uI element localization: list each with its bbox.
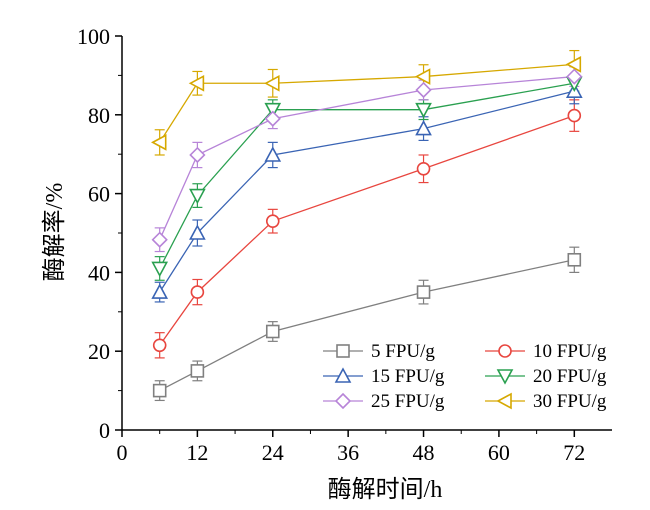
- data-point: [151, 134, 167, 151]
- data-point: [414, 68, 431, 85]
- data-point: [189, 188, 206, 205]
- legend: 5 FPU/g 10 FPU/g 15 FPU/g 20 FPU/g 25 FPU/g 3…: [323, 341, 607, 412]
- data-point: [151, 283, 169, 299]
- axes: 0 12 24 36 48 60 72 0 20 40 60 80 100: [77, 24, 612, 465]
- y-axis-title: 酶解率/%: [41, 183, 68, 282]
- data-point: [265, 214, 280, 228]
- x-axis-title: 酶解时间/h: [328, 476, 443, 503]
- data-point: [416, 285, 431, 299]
- legend-label: 10 FPU/g: [533, 341, 607, 362]
- legend-marker: [496, 369, 514, 385]
- series-line-2: [159, 90, 575, 293]
- y-tick-label: 40: [88, 260, 110, 285]
- x-tick-label: 12: [186, 440, 208, 465]
- legend-label: 25 FPU/g: [371, 391, 445, 412]
- data-point: [264, 146, 282, 162]
- series-markers: [151, 56, 583, 398]
- x-tick-label: 60: [488, 440, 510, 465]
- data-point: [415, 119, 432, 136]
- x-tick-label: 36: [337, 440, 359, 465]
- y-tick-label: 60: [88, 182, 110, 207]
- series-line-4: [159, 75, 575, 240]
- series-lines: [159, 63, 575, 392]
- data-point: [415, 81, 432, 99]
- legend-marker: [334, 367, 352, 383]
- data-point: [416, 161, 431, 176]
- x-tick-label: 72: [563, 440, 585, 465]
- data-point: [565, 56, 582, 73]
- legend-marker: [496, 392, 512, 410]
- data-point: [190, 285, 205, 299]
- x-tick-label: 24: [262, 440, 284, 465]
- y-tick-label: 100: [77, 24, 110, 49]
- series-line-1: [159, 114, 575, 346]
- y-tick-label: 0: [99, 418, 110, 443]
- legend-label: 5 FPU/g: [371, 341, 435, 362]
- data-point: [151, 231, 168, 248]
- y-tick-label: 20: [88, 339, 110, 364]
- legend-marker: [498, 344, 512, 358]
- data-point: [264, 74, 280, 92]
- series-line-3: [159, 82, 575, 269]
- data-point: [415, 102, 432, 119]
- series-line-5: [159, 63, 575, 143]
- data-point: [152, 338, 167, 353]
- data-point: [265, 324, 280, 339]
- x-tick-label: 0: [117, 440, 128, 465]
- data-point: [151, 261, 169, 278]
- legend-label: 30 FPU/g: [533, 391, 607, 412]
- data-point: [566, 68, 583, 85]
- data-point: [567, 108, 582, 123]
- legend-marker: [336, 344, 350, 358]
- y-tick-label: 80: [88, 103, 110, 128]
- data-point: [152, 383, 167, 398]
- data-point: [190, 364, 205, 378]
- legend-label: 15 FPU/g: [371, 366, 445, 387]
- error-bars: [154, 49, 580, 402]
- legend-marker: [334, 392, 352, 410]
- x-tick-label: 48: [413, 440, 435, 465]
- data-point: [264, 102, 282, 119]
- data-point: [189, 224, 206, 240]
- data-point: [264, 110, 281, 127]
- data-point: [189, 146, 206, 164]
- data-point: [188, 74, 205, 92]
- legend-label: 20 FPU/g: [533, 366, 607, 387]
- data-point: [567, 252, 582, 267]
